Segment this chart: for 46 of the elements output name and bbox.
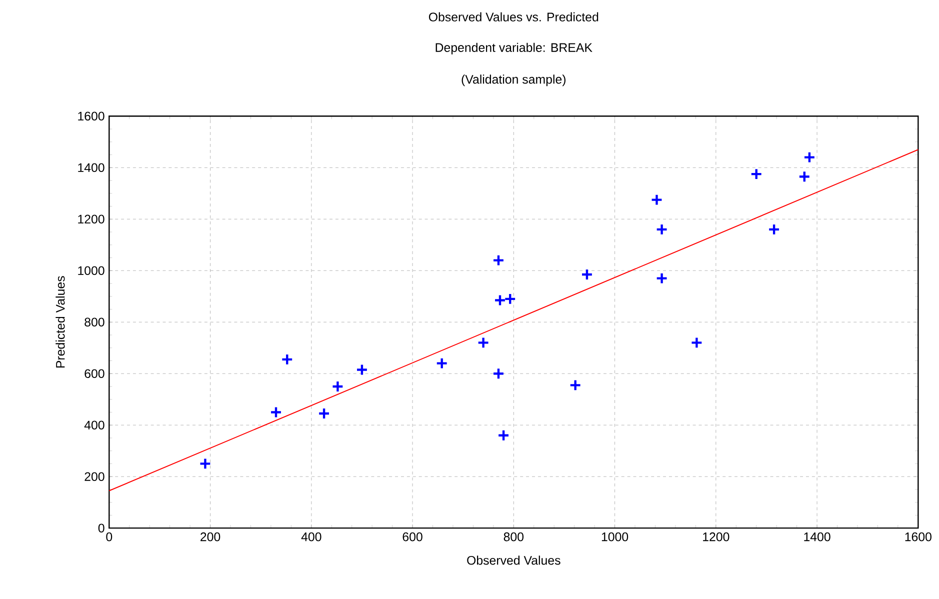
chart-subtitle: Dependent variable: BREAK xyxy=(436,43,592,55)
x-axis-title: Observed Values xyxy=(467,556,560,565)
x-tick-label: 200 xyxy=(200,532,220,542)
y-tick-label: 1400 xyxy=(78,163,104,172)
point xyxy=(356,364,368,376)
y-tick-label: 1200 xyxy=(78,214,104,224)
point xyxy=(798,170,810,183)
point xyxy=(497,430,510,442)
x-tick-label: 1000 xyxy=(602,532,628,542)
point xyxy=(768,224,780,236)
point xyxy=(492,368,505,380)
point xyxy=(650,194,663,206)
point xyxy=(199,458,212,470)
point xyxy=(270,406,282,419)
x-tick-label: 400 xyxy=(301,532,322,542)
point xyxy=(656,272,668,285)
point xyxy=(332,380,344,393)
point xyxy=(580,268,594,281)
chart-title: Observed Values vs. Predicted xyxy=(428,12,598,22)
x-tick-label: 0 xyxy=(106,532,112,542)
point xyxy=(569,379,582,392)
text: (Validation sample) xyxy=(462,74,566,86)
point xyxy=(494,294,506,307)
x-tick-label: 1600 xyxy=(905,532,932,542)
y-tick-label: 1000 xyxy=(78,266,104,276)
point xyxy=(492,254,505,267)
y-tick-label: 800 xyxy=(84,318,104,327)
x-tick-label: 1200 xyxy=(703,532,730,542)
point xyxy=(656,224,668,236)
y-tick-label: 400 xyxy=(84,420,104,430)
y-tick-label: 600 xyxy=(84,369,104,378)
point xyxy=(690,336,703,349)
point xyxy=(803,151,816,164)
x-tick-label: 1400 xyxy=(804,532,830,542)
x-tick-label: 600 xyxy=(402,532,422,542)
y-tick-label: 0 xyxy=(98,524,104,533)
y-tick-label: 1600 xyxy=(78,112,104,121)
point xyxy=(477,336,490,349)
point xyxy=(436,357,448,370)
x-tick-label: 800 xyxy=(504,532,524,542)
point xyxy=(504,293,516,306)
point xyxy=(281,354,294,366)
y-tick-label: 200 xyxy=(84,472,104,482)
y-axis-title: Predicted Values xyxy=(56,276,65,368)
point xyxy=(750,168,762,180)
point xyxy=(318,408,330,420)
